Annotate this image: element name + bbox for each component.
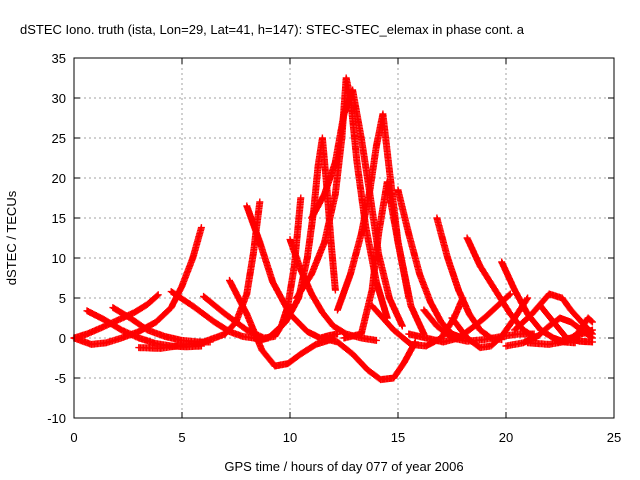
y-axis-label: dSTEC / TECUs <box>4 190 19 285</box>
y-tick-label: 20 <box>52 171 66 186</box>
data-point-markers <box>368 294 467 350</box>
data-point-markers <box>70 291 162 342</box>
data-point-markers <box>340 178 428 342</box>
data-point-markers <box>226 276 337 370</box>
data-point-markers <box>318 334 419 384</box>
x-tick-label: 10 <box>283 430 297 445</box>
marks-layer <box>70 74 596 384</box>
x-tick-label: 20 <box>499 430 513 445</box>
data-series <box>318 334 419 384</box>
y-tick-label: 25 <box>52 131 66 146</box>
y-tick-label: 0 <box>59 331 66 346</box>
data-series <box>368 294 467 350</box>
data-series <box>554 326 596 346</box>
y-tick-label: 10 <box>52 251 66 266</box>
chart-title: dSTEC Iono. truth (ista, Lon=29, Lat=41,… <box>20 22 525 37</box>
data-point-markers <box>554 326 596 346</box>
data-series <box>340 178 428 342</box>
y-tick-label: 15 <box>52 211 66 226</box>
x-tick-label: 25 <box>607 430 621 445</box>
data-point-markers <box>463 234 540 342</box>
y-tick-label: 30 <box>52 91 66 106</box>
data-series <box>226 276 337 370</box>
data-series <box>70 291 162 342</box>
data-series <box>463 234 540 342</box>
x-tick-label: 5 <box>178 430 185 445</box>
data-point-markers <box>420 306 538 345</box>
x-axis-label: GPS time / hours of day 077 of year 2006 <box>224 459 463 474</box>
y-tick-label: -5 <box>54 371 66 386</box>
y-tick-label: 35 <box>52 51 66 66</box>
x-tick-label: 15 <box>391 430 405 445</box>
x-tick-label: 0 <box>70 430 77 445</box>
y-tick-label: -10 <box>47 411 66 426</box>
plot-frame <box>73 57 615 419</box>
data-series <box>420 306 538 345</box>
y-tick-label: 5 <box>59 291 66 306</box>
